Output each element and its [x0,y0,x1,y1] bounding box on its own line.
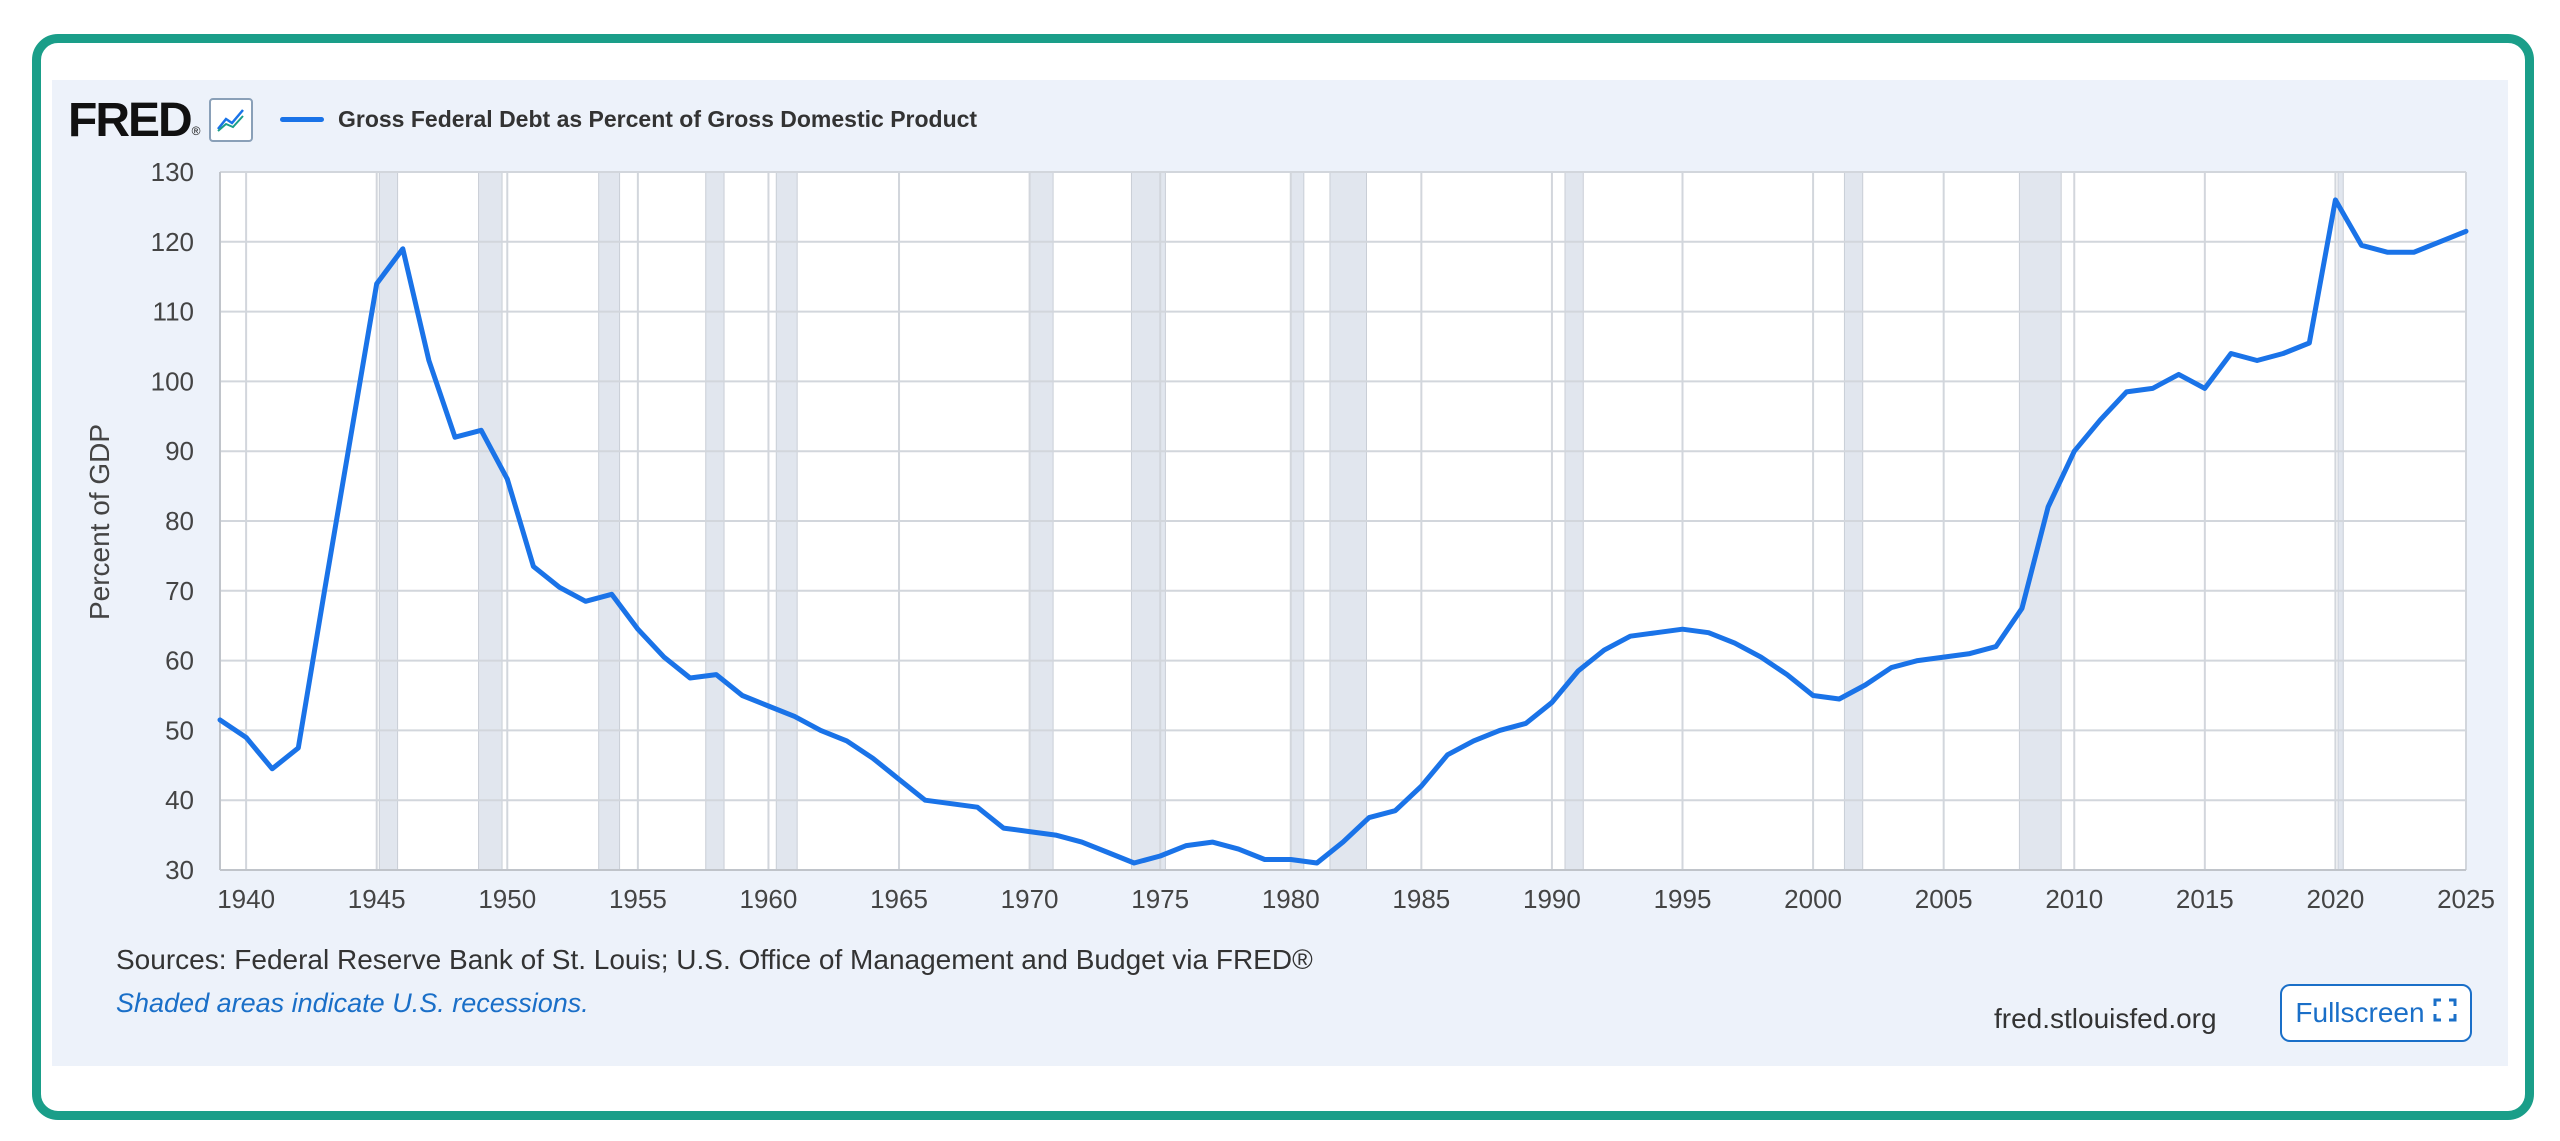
site-link[interactable]: fred.stlouisfed.org [1994,1003,2217,1034]
y-tick-label: 30 [165,855,194,885]
registered-mark: ® [191,124,201,138]
x-tick-label: 2020 [2306,884,2364,914]
x-tick-label: 2025 [2437,884,2495,914]
x-tick-label: 1995 [1654,884,1712,914]
y-tick-label: 120 [151,227,194,257]
y-tick-label: 80 [165,506,194,536]
chart-legend: Gross Federal Debt as Percent of Gross D… [280,104,977,134]
x-tick-label: 1985 [1392,884,1450,914]
expand-icon [2433,997,2457,1029]
sources-text: Sources: Federal Reserve Bank of St. Lou… [116,944,1313,975]
y-tick-label: 50 [165,715,194,745]
x-tick-label: 2005 [1915,884,1973,914]
x-tick-label: 2000 [1784,884,1842,914]
y-tick-label: 130 [151,157,194,187]
y-tick-label: 90 [165,436,194,466]
x-tick-label: 1955 [609,884,667,914]
x-tick-label: 1970 [1001,884,1059,914]
x-tick-label: 1975 [1131,884,1189,914]
line-chart: 30 40 50 60 70 80 90 100 110 120 130 1940 1945 1950 19… [151,157,2495,914]
x-tick-label: 1960 [740,884,798,914]
fullscreen-button[interactable]: Fullscreen [2280,984,2472,1042]
fred-logo-text: FRED [68,93,193,147]
y-tick-label: 60 [165,646,194,676]
y-tick-label: 70 [165,576,194,606]
fred-logo[interactable]: FRED ® [68,92,253,148]
line-chart-icon [208,98,253,142]
x-tick-label: 1990 [1523,884,1581,914]
x-tick-label: 1980 [1262,884,1320,914]
x-tick-label: 1940 [217,884,275,914]
y-tick-label: 110 [153,297,194,327]
x-tick-label: 1950 [478,884,536,914]
x-tick-label: 1945 [348,884,406,914]
series-line [217,197,2469,866]
recession-note: Shaded areas indicate U.S. recessions. [116,988,589,1018]
y-axis-label: Percent of GDP [84,423,115,621]
fullscreen-label: Fullscreen [2295,997,2425,1028]
legend-label: Gross Federal Debt as Percent of Gross D… [338,105,978,132]
x-tick-label: 2015 [2176,884,2234,914]
y-tick-label: 100 [151,366,194,396]
legend-swatch [280,116,324,122]
x-tick-label: 1965 [870,884,928,914]
x-tick-label: 2010 [2045,884,2103,914]
y-tick-label: 40 [165,785,194,815]
